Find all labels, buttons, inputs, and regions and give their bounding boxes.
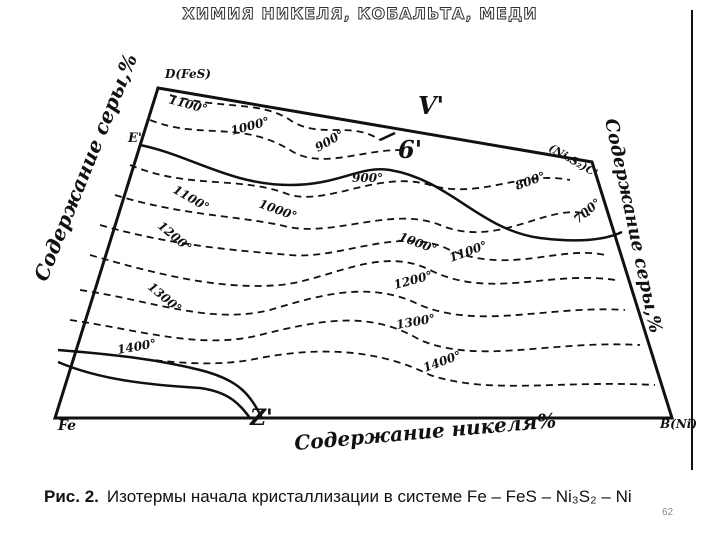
diagram-frame — [52, 86, 675, 420]
diagram-label: 1400° — [116, 336, 157, 357]
caption-label: Рис. 2. — [44, 487, 99, 506]
diagram-label: Содержание никеля% — [293, 408, 557, 455]
diagram-label: 800° — [513, 169, 547, 193]
page-number: 62 — [662, 507, 674, 518]
isotherms — [59, 94, 656, 387]
diagram-label: D(FeS) — [164, 67, 211, 81]
diagram-label: 1000° — [257, 197, 299, 224]
diagram-label: 900° — [352, 171, 383, 185]
diagram-label: 1200° — [392, 268, 434, 292]
diagram-label: 1300° — [145, 280, 184, 316]
diagram-label: 700° — [571, 196, 604, 227]
diagram-label: B(Ni) — [659, 417, 697, 431]
boundary-curves — [57, 131, 623, 419]
diagram-label: Содержание серы,% — [29, 50, 142, 284]
diagram-label: 1400° — [421, 348, 463, 375]
diagram: D(FeS)1100°1000°V'900° 6'900°E'(Ni₃S₂)C'8… — [29, 10, 697, 470]
diagram-label: 1200° — [155, 219, 194, 255]
labels: D(FeS)1100°1000°V'900° 6'900°E'(Ni₃S₂)C'8… — [29, 50, 697, 455]
diagram-label: Fe — [57, 418, 76, 434]
diagram-label: Содержание серы,% — [600, 117, 666, 335]
diagram-label: E' — [127, 131, 142, 146]
slide-title: ХИМИЯ НИКЕЛЯ, КОБАЛЬТА, МЕДИ — [182, 4, 538, 24]
caption: Рис. 2. Изотермы начала кристаллизации в … — [6, 484, 714, 510]
diagram-label: 1300° — [395, 311, 436, 332]
diagram-label: 900° — [313, 127, 347, 155]
diagram-label: 6' — [398, 135, 422, 164]
diagram-label: 1000° — [397, 230, 439, 257]
diagram-label: V' — [418, 91, 444, 120]
diagram-label: 1100° — [447, 238, 489, 265]
diagram-label: Z' — [249, 405, 273, 431]
caption-text: Изотермы начала кристаллизации в системе… — [106, 487, 632, 506]
